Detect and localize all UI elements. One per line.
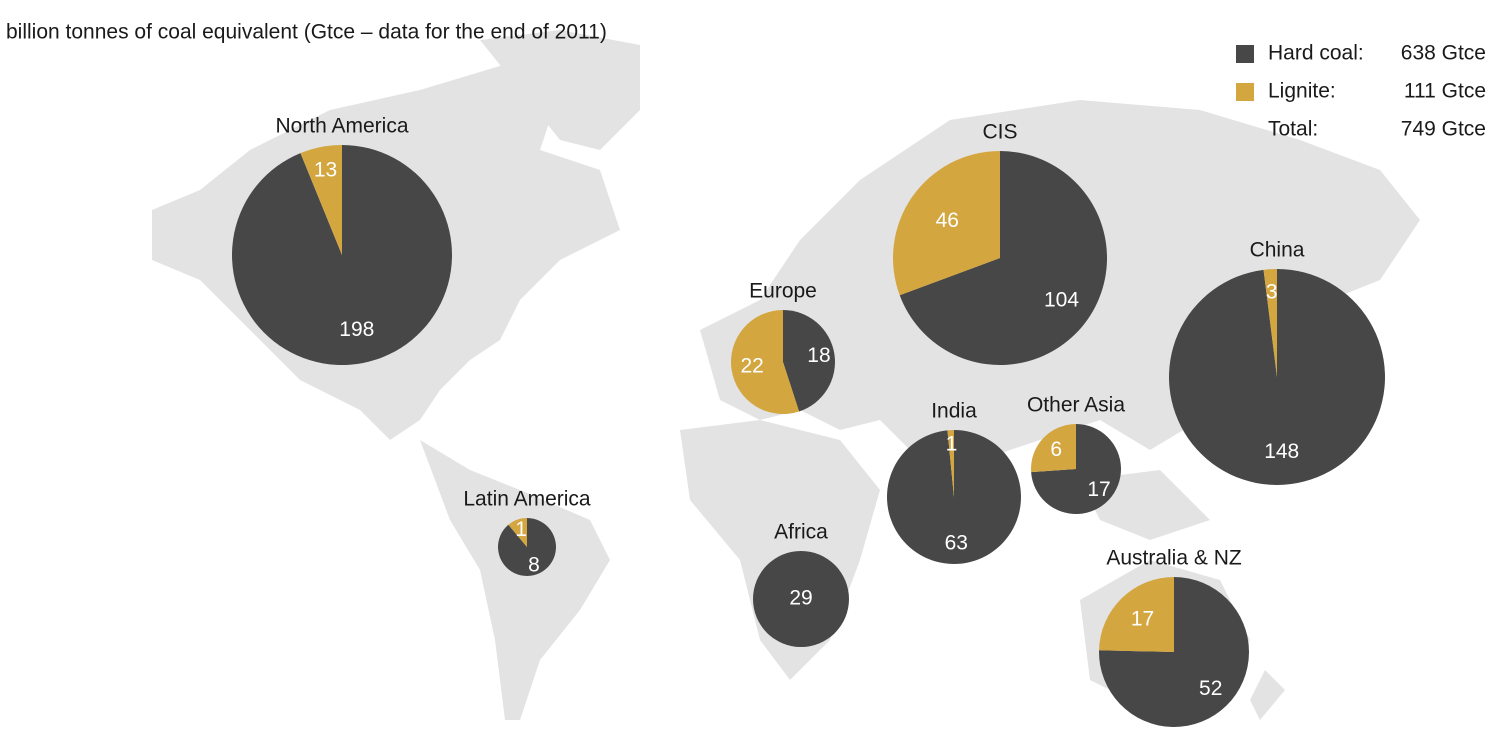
region-pie: 63 1 India: [887, 400, 1022, 564]
region-pie: 81 Latin America: [463, 488, 591, 577]
region-name: CIS: [982, 121, 1017, 144]
legend-value: 638 Gtce: [1401, 42, 1486, 65]
lignite-wedge: [947, 430, 954, 497]
lignite-wedge: [1263, 269, 1277, 377]
subtitle: billion tonnes of coal equivalent (Gtce …: [6, 21, 607, 44]
lignite-wedge: [731, 310, 800, 414]
hard-coal-label: 198: [339, 318, 374, 341]
lignite-label: 3: [1266, 280, 1278, 303]
legend-value: 111 Gtce: [1404, 80, 1486, 103]
hard-coal-label: 8: [528, 554, 540, 577]
lignite-label: 13: [314, 158, 337, 181]
hard-coal-wedge: [231, 145, 452, 366]
lignite-wedge: [1099, 576, 1174, 652]
lignite-label: 46: [936, 209, 959, 232]
lignite-label: 1: [515, 518, 527, 541]
lignite-label: 6: [1050, 438, 1062, 461]
region-pie: 104 46 CIS: [893, 121, 1107, 365]
legend-swatch: [1236, 83, 1254, 101]
region-pie: 18 22 Europe: [731, 280, 836, 414]
hard-coal-wedge: [899, 151, 1107, 365]
hard-coal-wedge: [498, 518, 557, 576]
region-pie: 198 13 North America: [231, 115, 452, 366]
region-name: Africa: [774, 521, 828, 544]
lignite-label: 17: [1131, 607, 1154, 630]
region-pie: 52 17 Australia & NZ: [1099, 547, 1249, 727]
region-pie: 29 Africa: [753, 521, 849, 647]
hard-coal-label: 148: [1264, 440, 1299, 463]
legend-label: Total:: [1268, 118, 1318, 141]
region-name: China: [1250, 239, 1305, 262]
lignite-wedge: [1031, 424, 1076, 473]
region-pie: 148 3 China: [1169, 239, 1386, 486]
hard-coal-wedge: [887, 430, 1022, 564]
lignite-label: 22: [741, 354, 764, 377]
region-name: India: [931, 400, 977, 423]
legend-swatch: [1236, 45, 1254, 63]
lignite-wedge: [300, 145, 342, 255]
hard-coal-label: 63: [945, 531, 968, 554]
hard-coal-label: 18: [807, 344, 830, 367]
legend-value: 749 Gtce: [1401, 118, 1486, 141]
hard-coal-wedge: [1031, 424, 1121, 514]
hard-coal-wedge: [753, 551, 849, 647]
hard-coal-wedge: [1169, 269, 1386, 486]
region-name: Other Asia: [1027, 394, 1125, 417]
region-name: Australia & NZ: [1106, 547, 1242, 570]
lignite-label: 1: [946, 432, 958, 455]
hard-coal-label: 104: [1044, 288, 1079, 311]
region-name: Europe: [749, 280, 817, 303]
hard-coal-label: 17: [1087, 478, 1110, 501]
legend-label: Hard coal:: [1268, 42, 1364, 65]
region-pie: 17 6 Other Asia: [1027, 394, 1125, 514]
region-name: Latin America: [463, 488, 591, 511]
hard-coal-label: 29: [789, 587, 812, 610]
lignite-wedge: [893, 151, 1000, 296]
region-name: North America: [275, 115, 408, 138]
hard-coal-label: 52: [1199, 677, 1222, 700]
legend-label: Lignite:: [1268, 80, 1336, 103]
hard-coal-wedge: [783, 310, 836, 412]
lignite-wedge: [508, 518, 527, 547]
